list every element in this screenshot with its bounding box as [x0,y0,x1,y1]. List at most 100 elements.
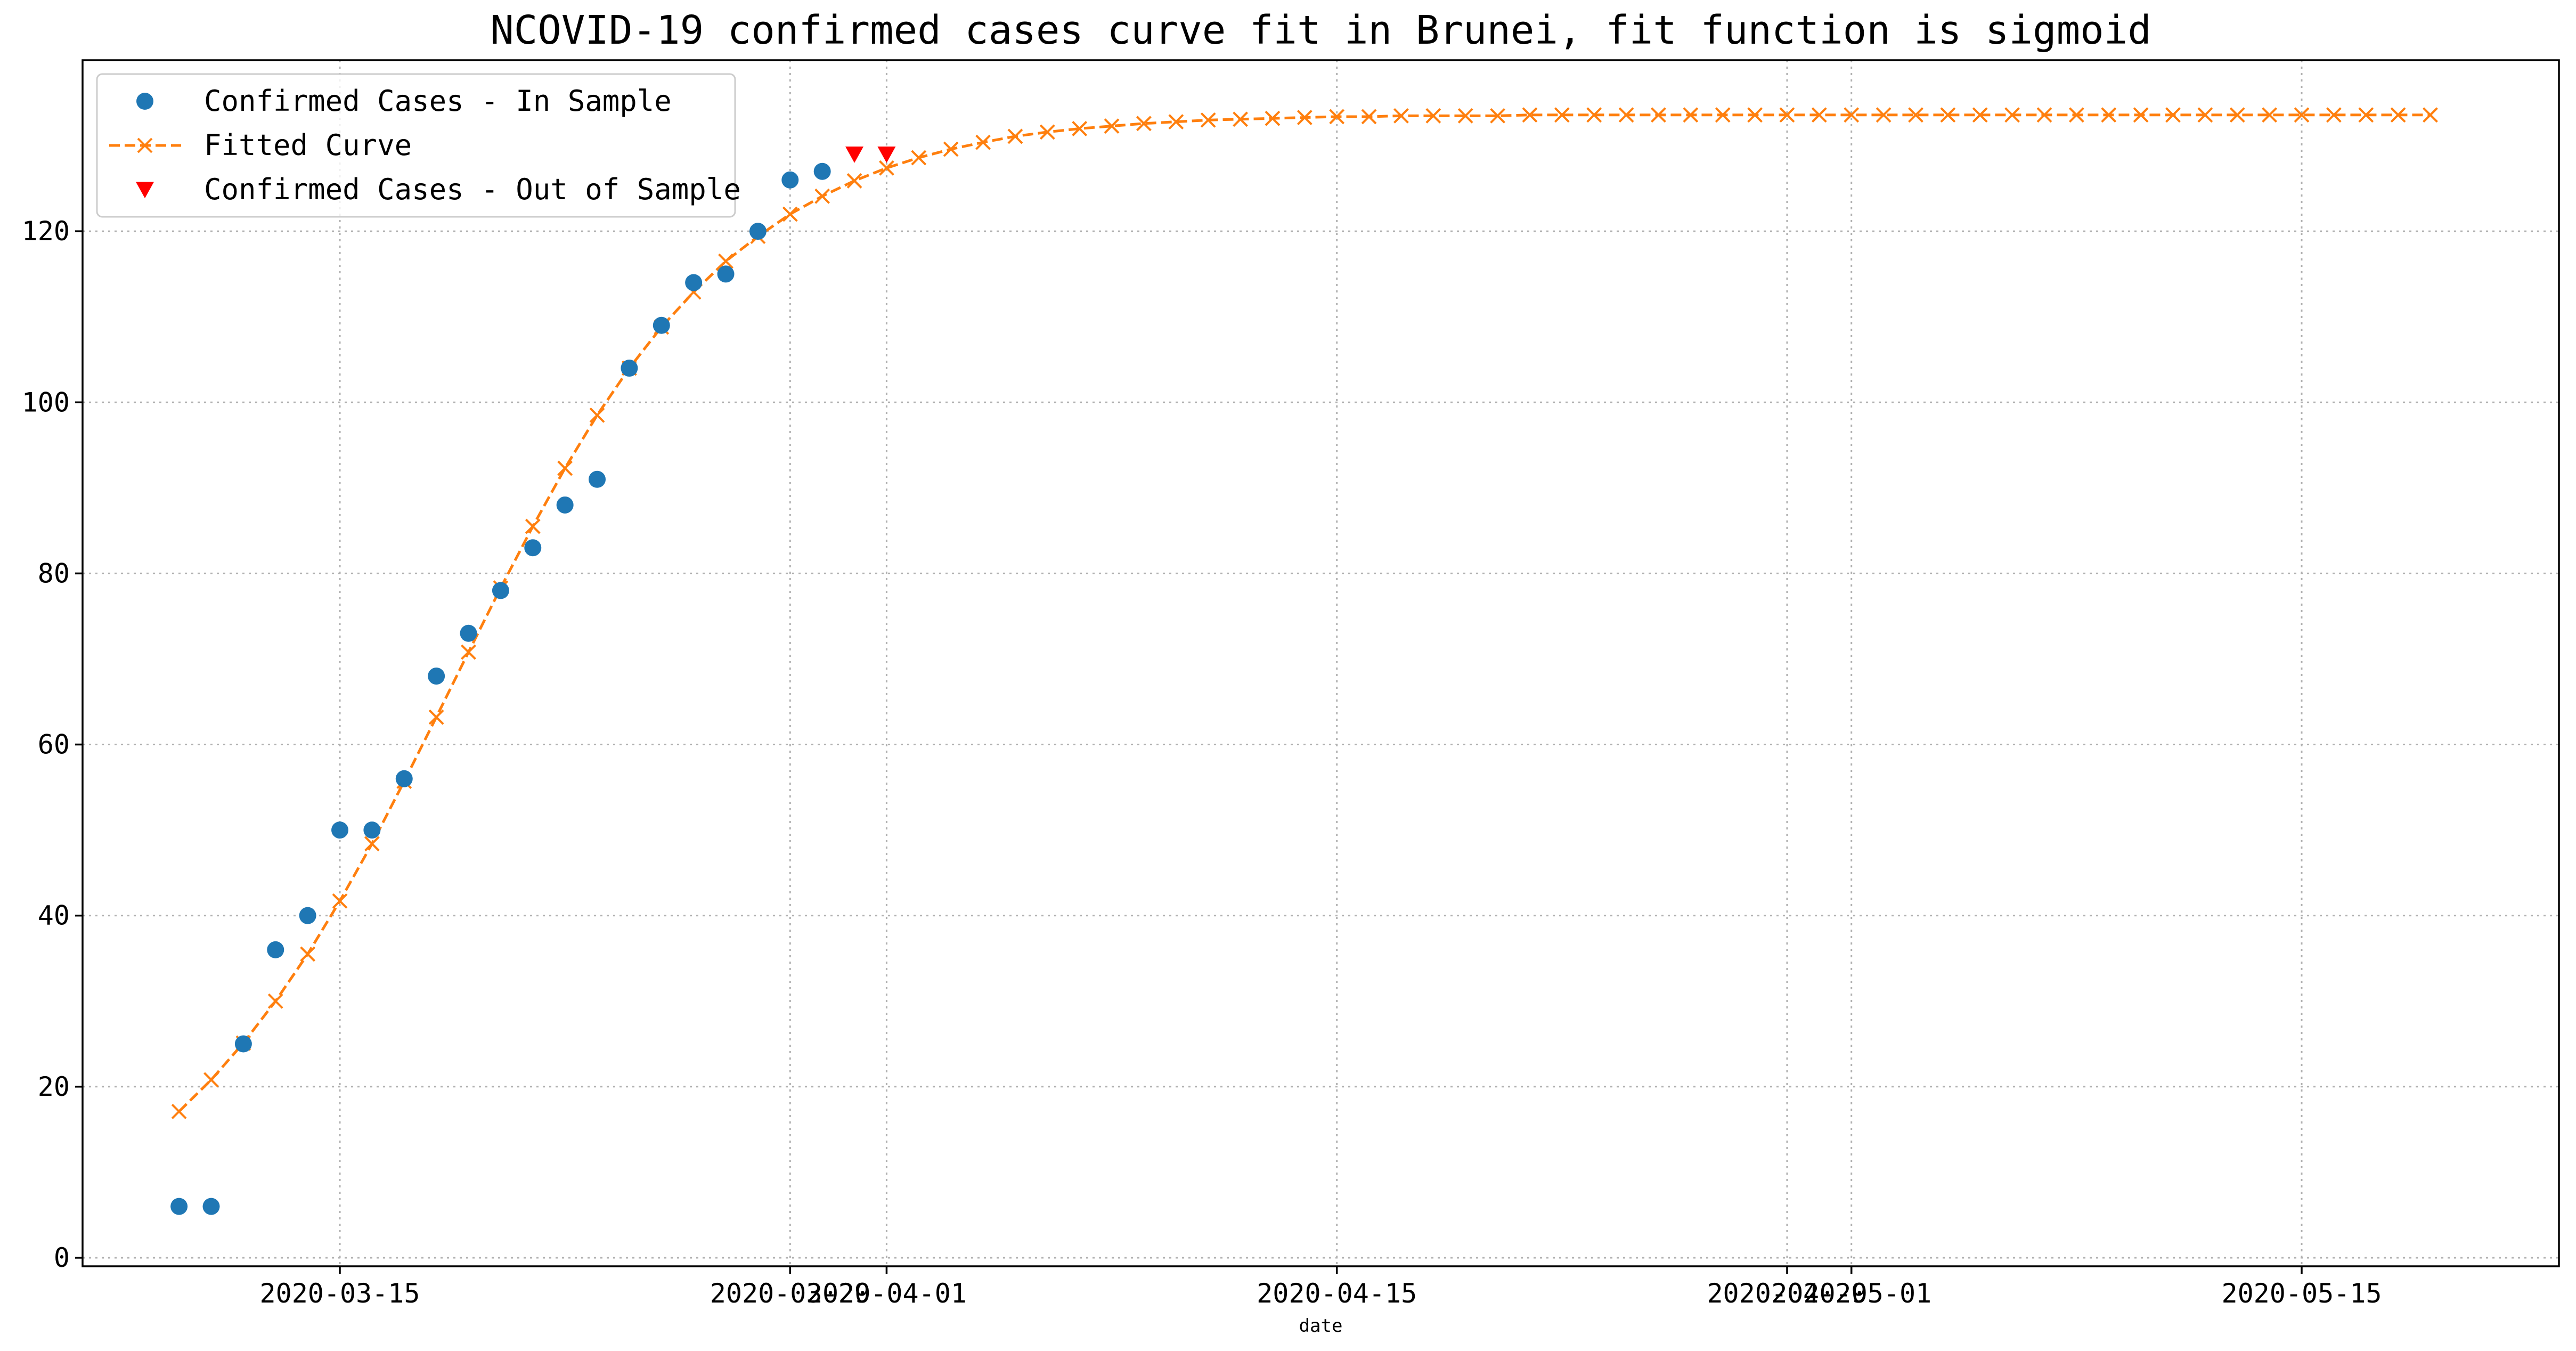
chart-legend: Confirmed Cases - In Sample Fitted Curve… [96,73,741,218]
chart-title: NCOVID-19 confirmed cases curve fit in B… [490,7,2151,53]
fitted-curve-point [171,1103,187,1119]
fitted-curve-point [1425,108,1441,124]
fitted-curve-point [1104,118,1120,134]
fitted-curve-point [1297,110,1313,125]
fitted-curve-point [2390,107,2406,123]
legend-box [96,73,736,218]
fitted-curve-point [1586,107,1602,123]
fitted-curve-point [2068,107,2084,123]
x-axis-label: date [1299,1315,1343,1337]
fitted-curve-point [1522,107,1538,123]
x-marker-stroke [525,518,541,534]
x-marker-stroke [2326,107,2342,123]
fitted-curve-point [1136,116,1152,132]
x-marker-stroke [1972,107,1988,123]
fitted-curve-point [203,1072,219,1088]
x-marker-stroke [1007,128,1023,144]
x-marker-stroke [1908,107,1923,123]
x-marker-stroke [1393,108,1409,124]
fitted-curve-point [782,206,798,222]
x-marker-stroke [1940,107,1956,123]
x-marker-stroke [911,150,927,166]
out-of-sample-point [845,147,864,163]
x-marker-stroke [2358,107,2374,123]
out-of-sample-point [877,147,896,163]
fitted-curve-point [911,150,927,166]
fitted-curve-point [1168,114,1184,130]
in-sample-point [428,668,445,685]
x-marker-stroke [2229,107,2245,123]
in-sample-point [299,907,316,924]
x-tick-label: 2020-04-01 [806,1278,967,1309]
x-marker-stroke [1329,109,1345,125]
legend-marker-out-of-sample [136,182,154,199]
x-marker-stroke [2423,107,2438,123]
x-marker-stroke [1168,114,1184,130]
x-marker-stroke [557,460,573,476]
x-marker-stroke [814,188,830,204]
x-marker-stroke [1265,110,1281,126]
x-marker-stroke [267,993,283,1009]
y-tick-label: 20 [38,1071,70,1102]
x-marker-stroke [1747,107,1763,123]
x-marker-stroke [2036,107,2052,123]
fitted-curve-point [1715,107,1731,123]
x-tick-label: 2020-04-15 [1257,1278,1417,1309]
fitted-curve-point [2326,107,2342,123]
fitted-curve-point [2358,107,2374,123]
x-marker-stroke [1779,107,1795,123]
fitted-curve-point [975,134,991,150]
in-sample-point [685,274,703,291]
fitted-curve-point [2004,107,2020,123]
y-tick-label: 80 [38,558,70,589]
fitted-curve-point [1908,107,1923,123]
fitted-curve-point [2262,107,2278,123]
x-marker-stroke [1586,107,1602,123]
x-tick-label: 2020-05-01 [1771,1278,1931,1309]
x-marker-stroke [1457,108,1473,124]
fitted-curve-point [1683,107,1699,123]
fitted-curve-point [1457,108,1473,124]
x-marker-stroke [2294,107,2310,123]
fitted-curve-point [1265,110,1281,126]
x-marker-stroke [1683,107,1699,123]
x-marker-stroke [2165,107,2181,123]
x-marker-stroke [1490,108,1505,124]
y-tick-label: 100 [22,387,70,418]
x-marker-stroke [2262,107,2278,123]
fitted-curve-point [879,160,894,176]
x-marker-stroke [1844,107,1860,123]
fitted-curve-point [1972,107,1988,123]
fitted-curve-point [557,460,573,476]
x-marker-stroke [1200,112,1216,128]
legend-label-in-sample: Confirmed Cases - In Sample [204,84,672,118]
grid-layer [83,60,2559,1266]
fitted-curve-point [1393,108,1409,124]
fitted-curve-point [2423,107,2438,123]
fitted-curve-point [1779,107,1795,123]
legend-label-fitted-curve: Fitted Curve [204,128,412,162]
fitted-curve-point [1200,112,1216,128]
in-sample-point [781,171,799,189]
fitted-curve-point [1618,107,1634,123]
x-marker-stroke [718,253,733,269]
fitted-curve-point [1811,107,1827,123]
in-sample-point [363,821,381,839]
fitted-curve-point [2133,107,2149,123]
fitted-curve-point [1233,111,1248,127]
fitted-curve-point [1876,107,1892,123]
fitted-curve-point [2165,107,2181,123]
fitted-curve-point [1940,107,1956,123]
fitted-curve-point [1651,107,1666,123]
x-marker-stroke [1876,107,1892,123]
legend-label-out-of-sample: Confirmed Cases - Out of Sample [204,173,741,206]
legend-triangle-marker [136,182,154,199]
legend-marker-in-sample [136,93,153,110]
x-marker-stroke [1233,111,1248,127]
in-sample-point [395,770,413,787]
in-sample-point [234,1035,252,1053]
in-sample-point [556,496,574,514]
y-tick-label: 0 [54,1242,70,1273]
x-marker-stroke [1072,121,1088,136]
